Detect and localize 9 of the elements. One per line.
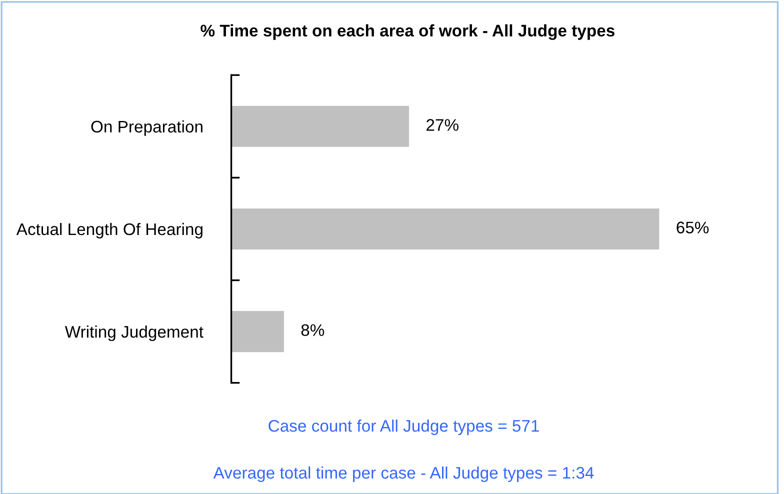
y-tick-label: On Preparation (91, 120, 202, 136)
data-label: 27% (426, 119, 458, 131)
y-tick-label: Writing Judgement (64, 326, 204, 342)
data-label: 8% (301, 324, 324, 336)
chart-title: % Time spent on each area of work - All Judge types (200, 24, 614, 40)
y-tick-label: Actual Length Of Hearing (16, 222, 202, 238)
data-label: 65% (676, 222, 709, 234)
text: Case count for All Judge types = 571 (268, 420, 539, 436)
text: Average total time per case - All Judge types = 1:34 (213, 466, 594, 482)
